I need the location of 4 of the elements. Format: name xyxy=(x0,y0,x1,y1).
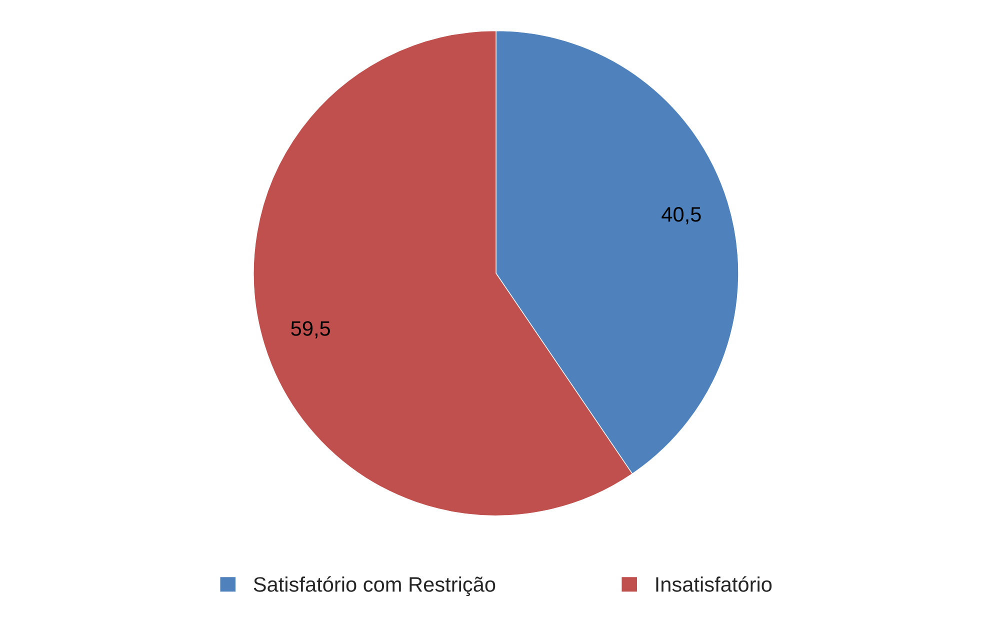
data-label: 59,5 xyxy=(291,321,330,338)
legend-label: Insatisfatório xyxy=(656,576,772,592)
data-label: 40,5 xyxy=(662,207,701,224)
legend-label: Satisfatório com Restrição xyxy=(254,576,496,596)
